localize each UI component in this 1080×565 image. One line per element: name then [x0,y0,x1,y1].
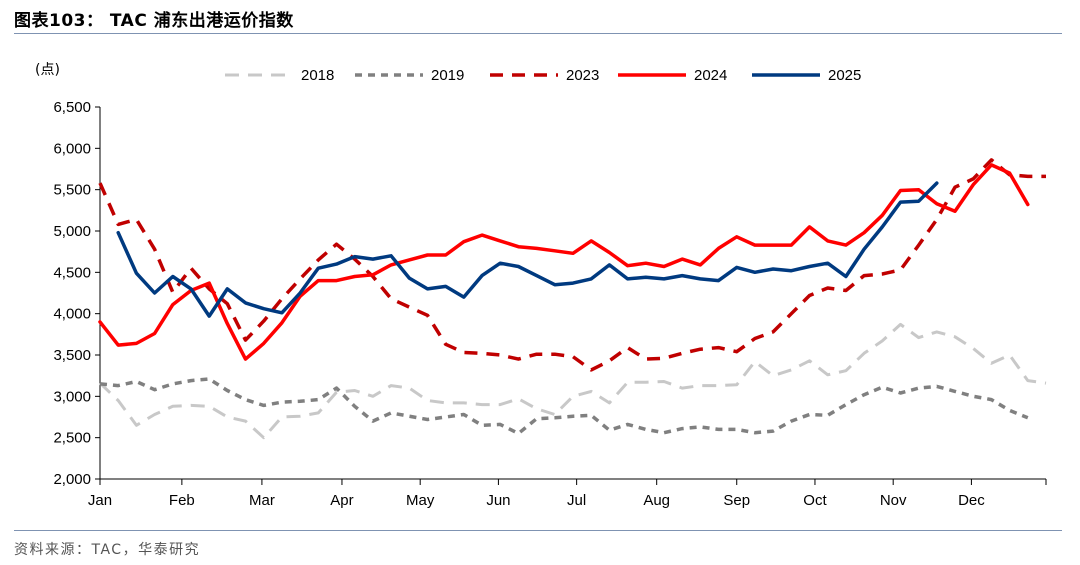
x-tick-label: Nov [880,492,907,509]
y-tick-label: 2,000 [53,471,91,488]
y-tick-label: 3,000 [53,388,91,405]
legend: 2018 2019 2023 2024 2025 [225,67,861,84]
x-tick-label: Jun [486,492,510,509]
y-tick-label: 2,500 [53,430,91,447]
x-tick-label: May [406,492,435,509]
y-tick-label: 6,000 [53,140,91,157]
series-line-2025 [116,181,939,318]
legend-label-2025: 2025 [828,67,861,84]
x-tick-label: Sep [723,492,750,509]
x-tick-label: Jan [88,492,112,509]
y-tick-label: 5,000 [53,223,91,240]
y-tick-label: 6,500 [53,99,91,116]
y-tick-label: 3,500 [53,347,91,364]
bottom-rule [14,530,1062,531]
legend-label-2023: 2023 [566,67,599,84]
series-line-2023 [98,158,1046,372]
legend-label-2024: 2024 [694,67,727,84]
x-tick-label: Mar [249,492,275,509]
x-tick-label: Oct [803,492,827,509]
y-tick-label: 4,500 [53,264,91,281]
x-tick-label: Feb [169,492,195,509]
x-tick-label: Aug [643,492,670,509]
y-tick-label: 4,000 [53,306,91,323]
series-line-2024 [98,163,1030,361]
x-tick-label: Dec [958,492,985,509]
source-note: 资料来源：TAC，华泰研究 [14,542,201,558]
figure-title: 图表103： TAC 浦东出港运价指数 [14,11,294,31]
x-tick-label: Apr [330,492,353,509]
top-rule [14,33,1062,34]
axes: 2,000 2,500 3,000 3,500 4,000 4,500 5,000 5,500… [35,62,1047,509]
y-tick-label: 5,500 [53,182,91,199]
series-layer [98,158,1047,440]
series-line-2018 [98,322,1047,440]
y-axis-label: (点) [35,62,60,78]
x-tick-label: Jul [567,492,586,509]
legend-label-2019: 2019 [431,67,464,84]
legend-label-2018: 2018 [301,67,334,84]
